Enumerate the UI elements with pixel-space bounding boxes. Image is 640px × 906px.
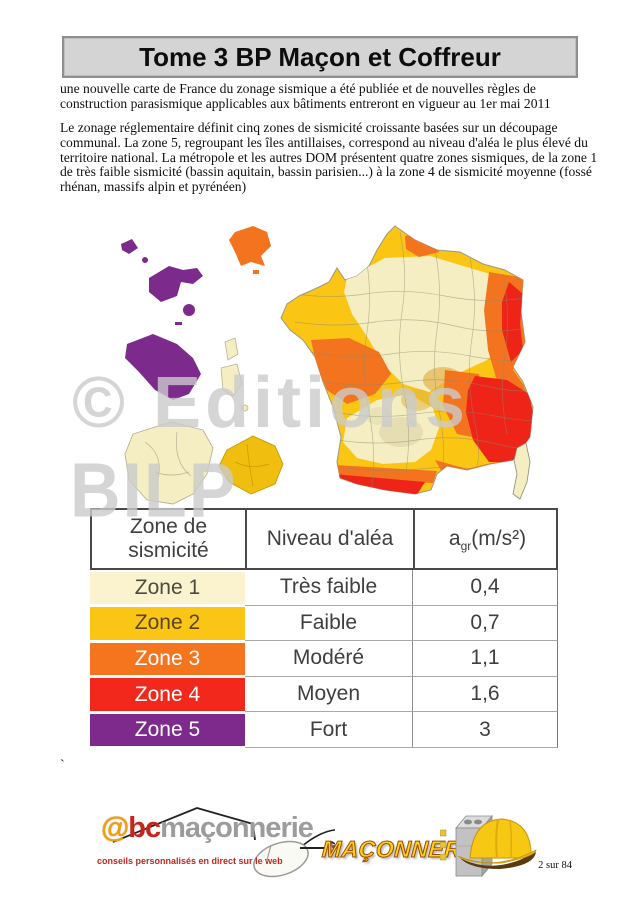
mouse-button-line (266, 844, 272, 861)
cable-line (300, 847, 324, 849)
abc-bc-text: bc (128, 812, 161, 844)
intro-paragraph: une nouvelle carte de France du zonage s… (60, 81, 551, 112)
pixel-accent (440, 853, 447, 861)
paragraph-line: construction parasismique applicables au… (60, 95, 551, 111)
department-borders (284, 231, 533, 493)
paris-basin-zone1 (344, 256, 507, 392)
paragraph-line: de très faible sismicité (bassin aquitai… (60, 164, 592, 180)
page-title-box: Tome 3 BP Maçon et Coffreur (62, 36, 578, 78)
page-title: Tome 3 BP Maçon et Coffreur (139, 41, 501, 72)
agr-value: 0,4 (413, 570, 558, 606)
header-agr: agr(m/s²) (448, 527, 527, 553)
agr-value: 1,1 (413, 641, 558, 677)
abc-maconnerie-logo: @bcmaçonnerie conseils personnalisés en … (95, 796, 335, 884)
guadeloupe-shape (149, 266, 203, 325)
zone-label: Zone 2 (90, 607, 245, 640)
alsace-zone4 (502, 282, 523, 362)
mouse-icon (253, 840, 309, 878)
zoning-paragraph: Le zonage réglementaire définit cinq zon… (60, 120, 598, 195)
france-seismic-map (121, 225, 534, 505)
pyrenees-zone4 (333, 474, 425, 494)
martinique-shape (125, 334, 201, 400)
pixel-accent (440, 841, 447, 849)
table-row: Zone 4 Moyen 1,6 (90, 676, 558, 713)
terrain-patch (366, 407, 392, 425)
niveau-value: Faible (245, 605, 413, 642)
agr-value: 3 (413, 712, 558, 748)
page-number: 2 sur 84 (538, 860, 572, 871)
pixel-accent (440, 829, 447, 837)
saint-pierre-miquelon-shape (220, 337, 249, 412)
table-header-row: Zone de sismicité Niveau d'aléa agr(m/s²… (90, 508, 558, 570)
paragraph-line: territoire national. La métropole et les… (60, 149, 598, 165)
terrain-patch (401, 389, 433, 411)
seismic-zone-table: Zone de sismicité Niveau d'aléa agr(m/s²… (90, 508, 558, 748)
zone-label: Zone 4 (90, 678, 245, 711)
table-row: Zone 5 Fort 3 (90, 712, 558, 748)
stray-character: ` (60, 758, 65, 773)
niveau-value: Moyen (245, 676, 413, 713)
abc-name-text: maçonnerie (160, 812, 314, 844)
mayotte-shape (229, 226, 271, 274)
paragraph-line: rhénan, massifs alpin et pyrénéen) (60, 179, 247, 195)
hardhat-icon (457, 818, 537, 869)
saint-martin-shape (121, 239, 148, 263)
table-row: Zone 2 Faible 0,7 (90, 605, 558, 642)
paragraph-line: Le zonage réglementaire définit cinq zon… (60, 120, 558, 135)
reunion-shape (218, 435, 284, 495)
poitou-zone3 (311, 338, 391, 404)
header-niveau: Niveau d'aléa (247, 510, 415, 568)
zone-label: Zone 5 (90, 713, 245, 747)
header-zone: Zone de sismicité (92, 510, 247, 568)
niveau-value: Très faible (245, 570, 413, 606)
niveau-value: Fort (245, 712, 413, 748)
house-outline-icon (112, 807, 256, 843)
table-row: Zone 3 Modéré 1,1 (90, 641, 558, 677)
terrain-patch (379, 417, 423, 447)
table-row: Zone 1 Très faible 0,4 (90, 570, 558, 606)
zone-label: Zone 3 (90, 642, 245, 676)
niveau-value: Modéré (245, 641, 413, 677)
zone-label: Zone 1 (90, 571, 245, 605)
agr-value: 1,6 (413, 676, 558, 713)
abc-logo-graphics (112, 807, 335, 878)
abc-at-glyph: @ (101, 812, 129, 844)
paragraph-line: une nouvelle carte de France du zonage s… (60, 81, 536, 96)
paragraph-line: communal. La zone 5, regroupant les îles… (60, 134, 588, 150)
agr-value: 0,7 (413, 605, 558, 642)
abc-tagline: conseils personnalisés en direct sur le … (97, 856, 283, 866)
alps-zone4 (466, 376, 533, 462)
corsica-shape (512, 442, 531, 500)
guyane-shape (124, 421, 214, 505)
hardhat-block-logo (440, 814, 537, 878)
